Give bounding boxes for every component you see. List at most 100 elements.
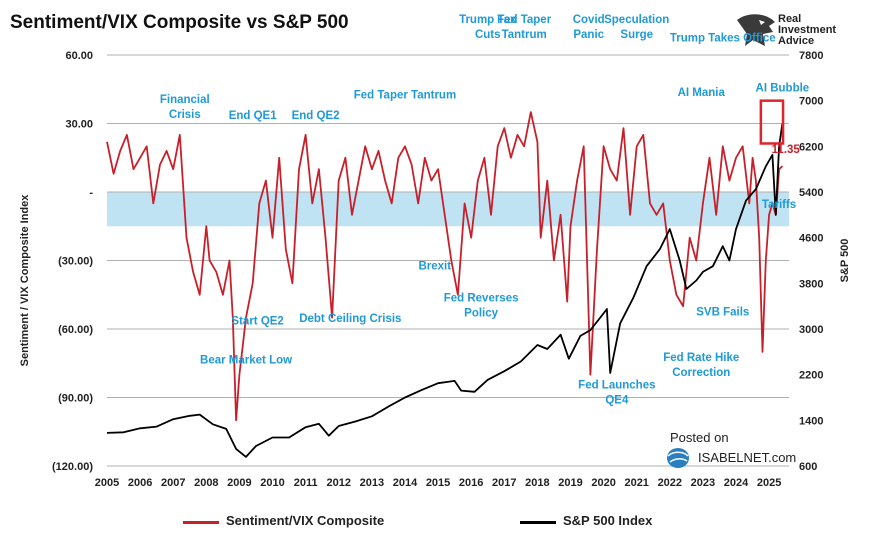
annotation-label: 11.35 — [772, 144, 801, 156]
annotation-line: Tantrum — [502, 29, 547, 41]
annotation-label: End QE2 — [292, 110, 340, 122]
annotation-line: Fed Launches — [578, 379, 655, 391]
x-tick-label: 2024 — [724, 477, 749, 489]
annotation-line: Bear Market Low — [200, 354, 292, 366]
annotation-line: Fed Taper — [497, 14, 552, 26]
x-tick-label: 2015 — [426, 477, 450, 489]
annotation-line: Tariffs — [762, 199, 796, 211]
eagle-head-icon — [737, 14, 775, 46]
right-tick-label: 4600 — [799, 233, 823, 245]
x-tick-label: 2017 — [492, 477, 516, 489]
annotation-line: SVB Fails — [696, 306, 749, 318]
annotation-label: Fed Rate Hike Correction — [663, 352, 739, 379]
chart-area: 60.00 30.00 - (30.00) (60.00) (90.00) (120.00)… — [19, 14, 851, 489]
left-tick-label: 30.00 — [65, 119, 93, 131]
annotation-label: Tariffs — [762, 199, 796, 211]
annotation-line: QE4 — [605, 394, 629, 406]
chart-title: Sentiment/VIX Composite vs S&P 500 — [10, 12, 349, 33]
x-tick-label: 2019 — [558, 477, 582, 489]
annotation-line: End QE1 — [229, 110, 278, 122]
right-tick-label: 5400 — [799, 187, 823, 199]
annotation-label: Debt Ceiling Crisis — [299, 313, 401, 325]
left-tick-label: (90.00) — [58, 393, 93, 405]
right-tick-label: 3800 — [799, 278, 823, 290]
x-tick-label: 2025 — [757, 477, 781, 489]
x-tick-label: 2005 — [95, 477, 119, 489]
x-tick-label: 2011 — [294, 477, 318, 489]
brand-line: Advice — [778, 35, 815, 47]
legend-swatch-sentiment — [183, 521, 219, 524]
annotation-line: Trump Takes Office — [670, 32, 776, 44]
brand-name: Real Investment Advice — [778, 14, 836, 47]
x-tick-label: 2020 — [591, 477, 615, 489]
x-tick-label: 2006 — [128, 477, 152, 489]
x-tick-label: 2007 — [161, 477, 185, 489]
ai-bubble-highlight-box — [759, 99, 785, 145]
annotation-label: Start QE2 — [231, 315, 283, 327]
annotation-line: Correction — [672, 367, 730, 379]
annotation-line: Financial — [160, 94, 210, 106]
series-sentiment-line — [106, 111, 784, 422]
annotation-label: Fed Taper Tantrum — [497, 14, 552, 41]
x-tick-label: 2008 — [194, 477, 218, 489]
right-tick-label: 6200 — [799, 141, 823, 153]
annotation-line: Speculation — [604, 14, 669, 26]
legend-label-sp500: S&P 500 Index — [563, 513, 653, 528]
annotation-label: AI Mania — [678, 87, 726, 99]
right-tick-label: 1400 — [799, 415, 823, 427]
left-tick-label: - — [89, 187, 93, 199]
legend: Sentiment/VIX Composite S&P 500 Index — [0, 505, 880, 535]
annotation-label: Trump Tax Cuts — [459, 14, 517, 41]
x-tick-label: 2016 — [459, 477, 483, 489]
annotation-label: Fed Launches QE4 — [578, 379, 655, 406]
right-tick-label: 600 — [799, 461, 817, 473]
annotation-line: Covid — [573, 14, 605, 26]
annotation-line: Brexit — [418, 261, 451, 273]
x-tick-label: 2010 — [260, 477, 284, 489]
annotation-line: Panic — [573, 29, 604, 41]
legend-swatch-sp500 — [520, 521, 556, 524]
x-tick-label: 2018 — [525, 477, 549, 489]
x-tick-label: 2023 — [691, 477, 715, 489]
right-tick-label: 7800 — [799, 50, 823, 62]
annotation-label: Covid Panic — [573, 14, 605, 41]
annotation-line: AI Mania — [678, 87, 726, 99]
annotation-line: Cuts — [475, 29, 501, 41]
annotation-line: Debt Ceiling Crisis — [299, 313, 401, 325]
annotation-label: Financial Crisis — [160, 94, 210, 121]
x-tick-label: 2012 — [327, 477, 351, 489]
annotation-label: Trump Takes Office — [670, 32, 776, 44]
left-axis-title: Sentiment / VIX Composite Index — [19, 194, 31, 367]
left-tick-label: (60.00) — [58, 324, 93, 336]
annotation-label: Bear Market Low — [200, 354, 292, 366]
x-tick-label: 2013 — [360, 477, 384, 489]
brand-line: Investment — [778, 24, 837, 36]
annotation-line: Trump Tax — [459, 14, 517, 26]
posted-on-label: Posted on — [670, 430, 729, 445]
annotation-label: SVB Fails — [696, 306, 749, 318]
right-axis-title: S&P 500 — [839, 239, 851, 283]
annotation-label: Fed Reverses Policy — [444, 293, 519, 320]
x-tick-label: 2014 — [393, 477, 418, 489]
annotation-label: End QE1 — [229, 110, 278, 122]
annotation-line: End QE2 — [292, 110, 340, 122]
x-tick-label: 2009 — [227, 477, 251, 489]
annotation-label: AI Bubble — [756, 83, 810, 95]
annotation-line: 11.35 — [772, 144, 801, 156]
left-tick-label: 60.00 — [65, 50, 93, 62]
annotation-label: Speculation Surge — [604, 14, 669, 41]
annotation-line: Start QE2 — [231, 315, 283, 327]
x-tick-label: 2021 — [624, 477, 648, 489]
x-tick-label: 2022 — [658, 477, 682, 489]
annotation-line: Fed Rate Hike — [663, 352, 739, 364]
legend-label-sentiment: Sentiment/VIX Composite — [226, 513, 385, 528]
annotation-line: Policy — [464, 308, 498, 320]
annotation-line: AI Bubble — [756, 83, 810, 95]
annotation-label: Fed Taper Tantrum — [354, 89, 456, 101]
neutral-band — [107, 192, 789, 227]
annotation-label: Brexit — [418, 261, 451, 273]
right-tick-label: 3000 — [799, 324, 823, 336]
annotation-line: Fed Taper Tantrum — [354, 89, 456, 101]
annotation-line: Crisis — [169, 109, 201, 121]
series-sp500-line — [106, 123, 784, 458]
